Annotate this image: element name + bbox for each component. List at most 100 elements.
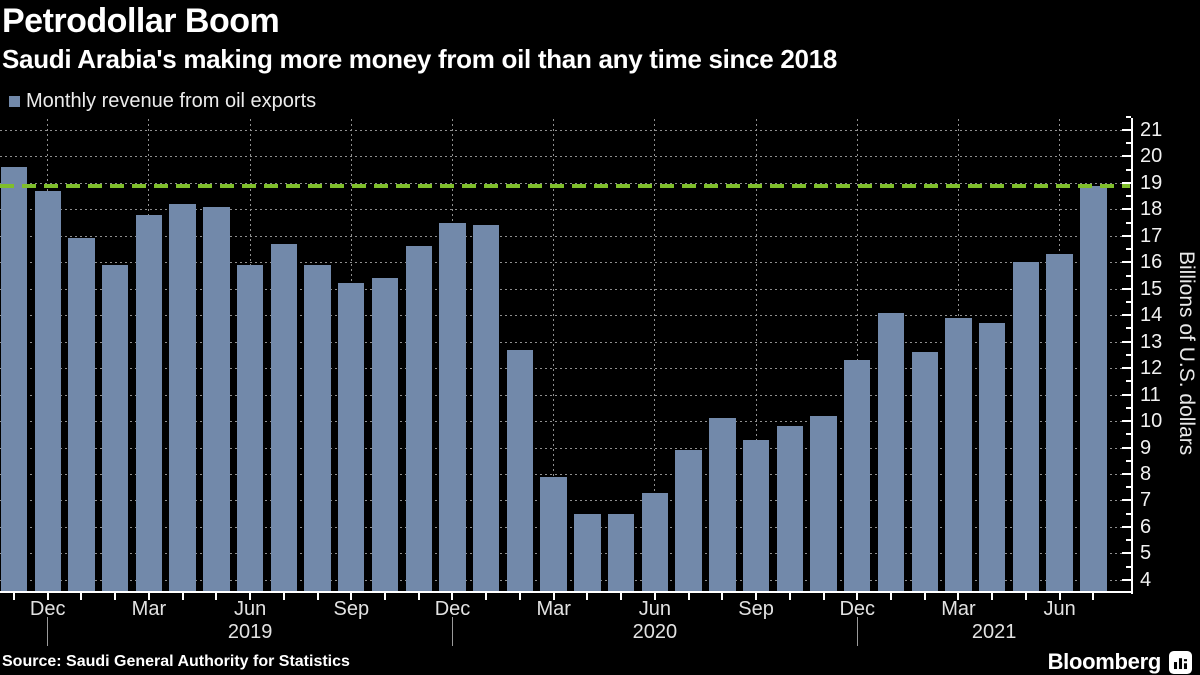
x-tick [249, 593, 252, 600]
year-label: 2021 [971, 621, 1017, 643]
x-tick [653, 593, 656, 600]
x-tick [721, 593, 724, 600]
x-tick-label: Jun [1043, 598, 1076, 620]
x-tick [923, 593, 926, 600]
x-tick [46, 593, 49, 600]
y-tick-minor [1126, 300, 1131, 303]
bar-jul-2021 [1080, 185, 1107, 592]
y-tick-major [1122, 208, 1131, 211]
chart-subtitle: Saudi Arabia's making more money from oi… [2, 44, 838, 74]
x-tick [485, 593, 488, 600]
legend-label: Monthly revenue from oil exports [26, 90, 317, 112]
y-tick-label: 12 [1140, 357, 1163, 380]
y-tick-label: 7 [1140, 489, 1152, 512]
x-tick [80, 593, 83, 600]
y-tick-major [1122, 155, 1131, 158]
bar-nov-2018 [0, 167, 28, 592]
y-tick-minor [1126, 142, 1131, 145]
y-tick-label: 4 [1140, 568, 1152, 591]
bar-mar-2021 [945, 317, 972, 592]
y-tick-label: 14 [1140, 304, 1163, 327]
gridline-h [0, 341, 1131, 343]
x-tick-label: Mar [941, 598, 976, 620]
reference-line [0, 183, 1130, 188]
y-tick-major [1122, 314, 1131, 317]
y-tick-minor [1126, 565, 1131, 568]
y-tick-label: 6 [1140, 515, 1152, 538]
bar-oct-2020 [776, 426, 803, 592]
y-tick-label: 10 [1140, 410, 1163, 433]
bar-may-2019 [203, 206, 230, 592]
bar-jun-2021 [1046, 254, 1073, 592]
y-tick-label: 19 [1140, 171, 1163, 194]
page-title: Petrodollar Boom [2, 2, 280, 40]
gridline-h [0, 473, 1131, 475]
x-tick [518, 593, 521, 600]
y-tick-major [1122, 525, 1131, 528]
bar-jan-2021 [877, 312, 905, 592]
y-tick-label: 18 [1140, 198, 1163, 221]
x-tick-label: Sep [738, 598, 774, 620]
bar-oct-2019 [371, 278, 399, 592]
y-tick-minor [1126, 433, 1131, 436]
x-tick [586, 593, 589, 600]
x-tick [1024, 593, 1027, 600]
legend-swatch-icon [9, 96, 20, 107]
y-tick-major [1122, 287, 1131, 290]
x-tick [1058, 593, 1061, 600]
y-tick-minor [1126, 274, 1131, 277]
gridline-h [0, 182, 1131, 184]
x-tick [114, 593, 117, 600]
bar-mar-2020 [540, 476, 567, 592]
bar-dec-2018 [34, 190, 61, 592]
x-tick [889, 593, 892, 600]
bar-jul-2020 [675, 450, 702, 592]
y-tick-major [1122, 261, 1131, 264]
x-tick [620, 593, 623, 600]
x-tick [451, 593, 454, 600]
bar-may-2020 [607, 513, 635, 592]
bar-apr-2019 [169, 204, 196, 592]
y-tick-minor [1126, 539, 1131, 542]
y-tick-label: 17 [1140, 224, 1163, 247]
y-tick-major [1122, 393, 1131, 396]
gridline-h [0, 368, 1131, 370]
y-tick-minor [1126, 248, 1131, 251]
gridline-h [0, 288, 1131, 290]
bar-feb-2020 [506, 349, 534, 592]
y-tick-label: 8 [1140, 462, 1152, 485]
gridline-v [755, 119, 757, 591]
bar-dec-2019 [439, 222, 466, 592]
bar-sep-2019 [338, 283, 365, 592]
year-label: 2019 [227, 621, 273, 643]
x-tick [384, 593, 387, 600]
y-tick-major [1122, 129, 1131, 131]
y-tick-label: 20 [1140, 145, 1163, 168]
y-tick-label: 16 [1140, 251, 1163, 274]
y-tick-minor [1126, 459, 1131, 462]
year-separator [451, 617, 453, 646]
y-tick-major [1122, 446, 1131, 449]
y-tick-major [1122, 367, 1131, 370]
gridline-v [553, 119, 555, 591]
y-tick-minor [1126, 353, 1131, 356]
x-tick [181, 593, 184, 600]
y-tick-minor [1126, 380, 1131, 383]
y-tick-label: 11 [1140, 383, 1161, 406]
year-label: 2020 [632, 621, 678, 643]
plot-area: Billions of U.S. dollars 4 5 6 7 8 9 10 11 12 13 1… [0, 115, 1200, 594]
bar-apr-2020 [574, 513, 601, 592]
gridline-h [0, 156, 1131, 158]
gridline-v [654, 119, 656, 591]
bar-nov-2019 [405, 246, 432, 592]
bar-jun-2020 [641, 492, 669, 592]
x-tick [957, 593, 960, 600]
y-tick-minor [1126, 327, 1131, 330]
gridline-h [0, 315, 1131, 317]
y-tick-label: 5 [1140, 542, 1152, 565]
x-tick [147, 593, 150, 600]
bar-dec-2020 [844, 360, 871, 592]
x-tick [316, 593, 319, 600]
gridline-h [0, 394, 1131, 396]
